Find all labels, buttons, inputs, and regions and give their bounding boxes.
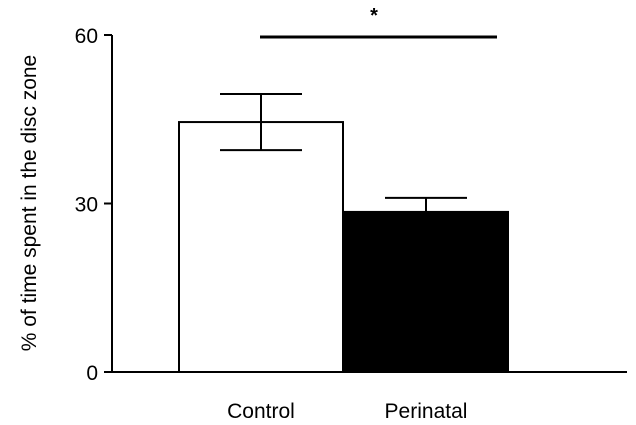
bars: [178, 121, 509, 373]
y-ticks: 0 30 60: [75, 25, 112, 385]
bar-control: [178, 121, 344, 373]
category-labels: Control Perinatal: [227, 400, 467, 423]
significance-marker: *: [260, 5, 497, 39]
x-category-label: Perinatal: [385, 400, 468, 423]
significance-asterisk: *: [370, 5, 378, 27]
x-category-label: Control: [227, 400, 295, 423]
y-tick-label: 30: [75, 194, 98, 217]
y-axis-title: % of time spent in the disc zone: [18, 55, 41, 352]
error-bars: [220, 92, 467, 212]
y-tick-label: 0: [86, 362, 98, 385]
y-tick-label: 60: [75, 25, 98, 48]
bar-perinatal: [343, 210, 509, 373]
